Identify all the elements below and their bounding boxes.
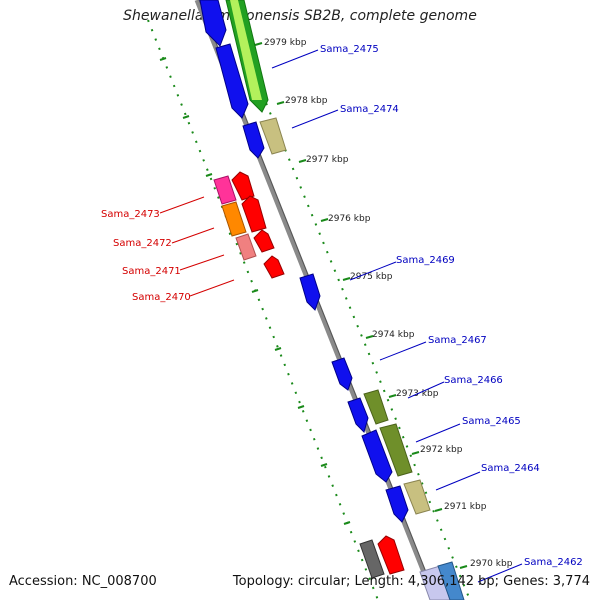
top-gene-labels: Sama_2475 Sama_2474 Sama_2469 Sama_2467 … — [320, 44, 583, 568]
ruler-label: 2970 kbp — [470, 559, 513, 569]
gene-glyph[interactable] — [230, 0, 262, 100]
ruler-label: 2977 kbp — [306, 155, 349, 165]
gene-glyph[interactable] — [347, 397, 369, 433]
leader-line — [159, 196, 205, 214]
ruler-tick — [276, 101, 285, 105]
gene-label[interactable]: Sama_2462 — [524, 557, 583, 568]
gene-glyph[interactable] — [361, 429, 393, 483]
gene-label[interactable]: Sama_2465 — [462, 416, 521, 427]
gene-label[interactable]: Sama_2467 — [428, 335, 487, 346]
leader-line — [379, 341, 427, 361]
gene-glyph[interactable] — [235, 233, 257, 261]
left-ruler-line — [147, 19, 379, 600]
gene-glyph[interactable] — [263, 255, 285, 279]
gene-glyph[interactable] — [259, 117, 287, 155]
ruler-tick — [159, 57, 167, 61]
ruler-tick — [205, 173, 213, 177]
leader-line — [407, 381, 445, 399]
ruler-tick — [342, 277, 351, 281]
gene-label[interactable]: Sama_2472 — [113, 238, 172, 249]
ruler-label: 2976 kbp — [328, 214, 371, 224]
ruler-tick — [274, 347, 282, 351]
ruler-label: 2974 kbp — [372, 330, 415, 340]
gene-glyph[interactable] — [359, 539, 385, 579]
gene-label[interactable]: Sama_2464 — [481, 463, 540, 474]
gene-glyph[interactable] — [215, 43, 249, 119]
leader-line — [415, 423, 461, 443]
gene-glyph[interactable] — [363, 389, 389, 425]
ruler-tick — [459, 565, 468, 569]
top-leader-lines — [271, 49, 523, 583]
gene-label[interactable]: Sama_2466 — [444, 375, 503, 386]
leader-line — [179, 254, 225, 271]
genome-summary-text: Topology: circular; Length: 4,306,142 bp… — [232, 574, 590, 589]
bottom-gene-labels: Sama_2473 Sama_2472 Sama_2471 Sama_2470 — [101, 209, 191, 303]
leader-line — [349, 261, 397, 281]
gene-glyph[interactable] — [377, 535, 405, 575]
gene-label[interactable]: Sama_2469 — [396, 255, 455, 266]
ruler-tick — [320, 463, 328, 467]
ruler-label: 2975 kbp — [350, 272, 393, 282]
ruler-tick — [343, 521, 351, 525]
gene-glyph[interactable] — [385, 485, 409, 523]
ruler-ticks — [159, 42, 468, 569]
ruler-label: 2979 kbp — [264, 38, 307, 48]
gene-glyph[interactable] — [213, 175, 237, 205]
gene-glyph[interactable] — [199, 0, 227, 47]
leader-line — [291, 109, 339, 129]
gene-glyph[interactable] — [242, 121, 265, 159]
gene-label[interactable]: Sama_2470 — [132, 292, 191, 303]
ruler-tick — [254, 42, 263, 46]
ruler-tick — [320, 218, 329, 222]
ruler-label: 2978 kbp — [285, 96, 328, 106]
ruler-tick — [182, 115, 190, 119]
ruler-tick — [365, 335, 374, 339]
accession-text: Accession: NC_008700 — [9, 574, 157, 589]
ruler-tick — [434, 508, 443, 512]
leader-line — [477, 563, 523, 583]
gene-glyph[interactable] — [241, 195, 267, 233]
gene-glyph[interactable] — [231, 171, 255, 201]
gene-glyph[interactable] — [331, 357, 353, 391]
bottom-strand-genes — [213, 171, 405, 579]
leader-line — [271, 49, 319, 69]
leader-line — [189, 279, 235, 297]
leader-line — [171, 227, 215, 244]
gene-glyph[interactable] — [437, 561, 465, 600]
ruler-tick — [298, 159, 307, 163]
gene-glyph[interactable] — [221, 201, 247, 237]
ruler-tick — [251, 289, 259, 293]
gene-label[interactable]: Sama_2475 — [320, 44, 379, 55]
gene-label[interactable]: Sama_2473 — [101, 209, 160, 220]
ruler-label: 2971 kbp — [444, 502, 487, 512]
ruler-label: 2972 kbp — [420, 445, 463, 455]
gene-glyph[interactable] — [403, 479, 431, 515]
gene-glyph[interactable] — [253, 229, 275, 253]
leader-line — [435, 471, 481, 491]
bottom-leader-lines — [159, 196, 235, 297]
gene-label[interactable]: Sama_2474 — [340, 104, 399, 115]
ruler-tick — [297, 405, 305, 409]
gene-glyph[interactable] — [379, 423, 413, 477]
top-strand-genes — [199, 0, 465, 600]
gene-label[interactable]: Sama_2471 — [122, 266, 181, 277]
gene-glyph[interactable] — [299, 273, 321, 311]
ruler-tick — [388, 394, 397, 398]
ruler-tick — [411, 451, 420, 455]
